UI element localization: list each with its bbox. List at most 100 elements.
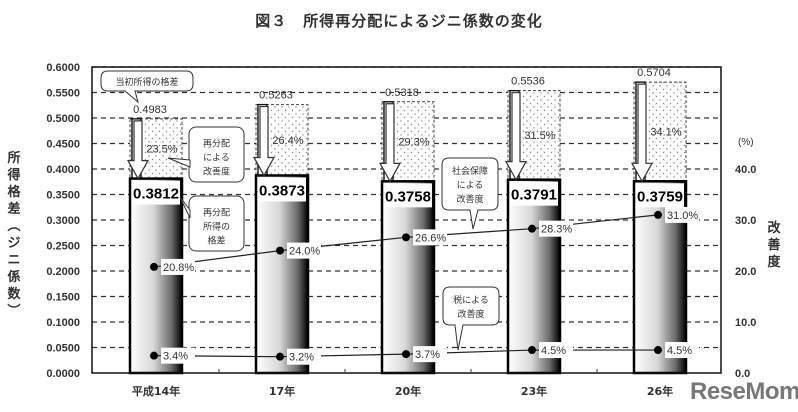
redistributed-value-label: 0.3759 <box>637 188 683 205</box>
down-arrow-icon <box>126 120 150 180</box>
redistributed-income-bar <box>254 174 310 375</box>
down-arrow-icon <box>252 105 276 177</box>
callout-social-security-text: 改善度 <box>456 193 483 205</box>
callout-redistribution-improvement-text: 改善度 <box>203 166 230 178</box>
callout-social-security-text: による <box>457 180 484 191</box>
point-label: 24.0% <box>289 246 320 258</box>
y-tick-left: 0.1500 <box>46 292 80 304</box>
point-label-bg <box>287 242 321 259</box>
callout-redistribution-improvement <box>188 126 245 183</box>
initial-value-label: 0.5536 <box>511 76 545 88</box>
bar-label-bg <box>258 177 306 202</box>
y-tick-left: 0.3500 <box>46 190 80 202</box>
callout-redistributed-gap-text: 所得の <box>203 221 230 233</box>
down-arrow-icon <box>378 103 402 183</box>
data-point-marker <box>276 246 284 255</box>
y-axis-right-label-char: 度 <box>767 255 781 270</box>
redistributed-value-label: 0.3758 <box>385 188 431 205</box>
callout-redistributed-gap-text: 格差 <box>207 235 225 247</box>
callout-tax-text: 改善度 <box>457 308 484 320</box>
plot-frame <box>91 66 722 374</box>
point-label: 3.2% <box>289 352 314 364</box>
point-label: 3.7% <box>415 349 440 361</box>
point-label-bg <box>413 229 447 246</box>
y-tick-left: 0.1000 <box>46 317 80 329</box>
y-tick-left: 0.5000 <box>46 113 80 125</box>
callout-redistributed-gap-text: 再分配 <box>203 208 230 219</box>
x-category-label: 20年 <box>395 384 421 398</box>
data-point-marker <box>402 350 410 359</box>
y-axis-left-label-char: 差 <box>7 202 21 217</box>
redistributed-income-bar <box>380 180 436 375</box>
x-category-label: 26年 <box>647 384 673 398</box>
point-label: 4.5% <box>667 345 692 357</box>
point-label: 28.3% <box>541 224 572 236</box>
callout-tax <box>442 286 500 351</box>
y-axis-right-label-char: 善 <box>767 238 781 253</box>
point-label: 4.5% <box>541 345 566 357</box>
callout-initial-gap-text: 当初所得の格差 <box>115 76 178 88</box>
improvement-pct-label: 26.4% <box>272 135 303 147</box>
y-axis-left-label: 所得格差 ︵ ジニ係数 ︶ <box>5 150 23 320</box>
y-tick-left: 0.0000 <box>46 368 80 380</box>
y-tick-left: 0.2000 <box>46 266 80 278</box>
callout-redistributed-gap <box>188 195 245 252</box>
point-label: 20.8% <box>163 262 194 274</box>
y-axis-left-label-char: 係 <box>7 270 21 285</box>
point-label-bg <box>539 342 573 359</box>
y-tick-left: 0.5500 <box>46 88 80 100</box>
point-label-bg <box>287 348 321 365</box>
x-category-label: 平成14年 <box>132 384 180 398</box>
y-tick-right: 20.0 <box>735 266 756 278</box>
callout-tax-text: 税による <box>453 294 489 306</box>
y-axis-right-label: 改善度 <box>765 220 783 271</box>
down-arrow-icon <box>504 92 528 181</box>
y-axis-right-label-char: 改 <box>767 221 781 236</box>
bar-label-bg <box>384 183 432 208</box>
y-axis-left-label-char: ︵ <box>7 219 21 234</box>
y-axis-left-label-char: ジ <box>7 236 21 251</box>
y-tick-left: 0.2500 <box>46 241 80 253</box>
point-label: 3.4% <box>163 351 188 363</box>
y-tick-left: 0.6000 <box>46 62 80 74</box>
y-tick-right: 10.0 <box>735 317 756 329</box>
x-category-label: 17年 <box>269 384 295 398</box>
y-tick-right: 30.0 <box>735 215 756 227</box>
data-point-marker <box>528 346 536 355</box>
data-point-marker <box>276 352 284 361</box>
y-axis-left-label-char: 所 <box>7 151 21 166</box>
redistributed-income-bar <box>128 177 184 375</box>
data-point-marker <box>402 233 410 242</box>
improvement-pct-label: 23.5% <box>146 144 177 156</box>
data-point-marker <box>654 346 662 355</box>
improvement-pct-label: 31.5% <box>524 130 555 142</box>
callout-redistribution-improvement-text: 再分配 <box>203 139 230 150</box>
callout-redistribution-improvement-text: による <box>203 153 230 164</box>
bar-label-bg <box>636 183 684 208</box>
callout-initial-gap <box>100 70 194 104</box>
point-label-bg <box>665 342 699 359</box>
point-label: 26.6% <box>415 232 446 244</box>
point-label-bg <box>665 206 699 223</box>
y-tick-right: 0.0 <box>735 368 750 380</box>
y-tick-left: 0.3000 <box>46 215 80 227</box>
initial-value-label: 0.4983 <box>133 104 167 116</box>
improvement-pct-label: 34.1% <box>650 127 681 139</box>
callout-social-security-text: 社会保障 <box>452 165 488 177</box>
initial-value-label: 0.5704 <box>637 67 671 79</box>
data-point-marker <box>150 262 158 271</box>
callout-social-security <box>441 157 499 230</box>
data-point-marker <box>528 224 536 233</box>
bar-label-bg <box>510 181 558 206</box>
initial-value-label: 0.5318 <box>385 87 419 99</box>
y-tick-left: 0.4500 <box>46 139 80 151</box>
point-label: 31.0% <box>667 210 698 222</box>
point-label-bg <box>413 346 447 363</box>
y-axis-left-label-char: ︶ <box>7 304 21 319</box>
chart-title: 図３ 所得再分配によるジニ係数の変化 <box>255 12 543 30</box>
y-tick-left: 0.4000 <box>46 164 80 176</box>
redistributed-value-label: 0.3873 <box>259 182 305 199</box>
right-axis-unit: (%) <box>738 137 754 148</box>
point-label-bg <box>161 258 195 275</box>
